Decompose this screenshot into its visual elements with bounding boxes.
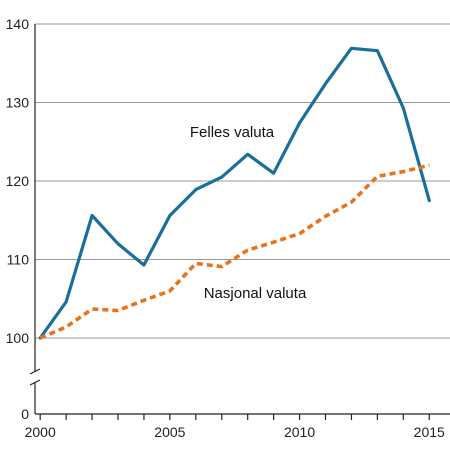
series-line-nasjonal-valuta (39, 163, 430, 340)
y-axis-break-mark-upper (29, 368, 41, 375)
labels: 2000 2005 2010 2015 0 100 110 120 130 140 Felles v… (6, 16, 445, 440)
grid-lines (35, 23, 450, 339)
y-tick-label: 140 (6, 16, 30, 32)
axes (29, 24, 450, 420)
y-tick-label: 100 (6, 330, 30, 346)
series-label: Nasjonal valuta (204, 285, 307, 302)
y-tick-label: 0 (21, 406, 29, 422)
x-tick-label: 2005 (154, 424, 185, 440)
x-tick-label: 2000 (25, 424, 56, 440)
series-label: Felles valuta (190, 124, 275, 141)
x-tick-label: 2015 (414, 424, 445, 440)
x-tick-label: 2010 (284, 424, 315, 440)
y-tick-label: 130 (6, 95, 30, 111)
series-lines (38, 46, 431, 340)
y-tick-label: 110 (7, 252, 30, 268)
y-axis-break-mark-lower (29, 379, 41, 386)
series-line-felles-valuta (38, 46, 431, 340)
y-tick-label: 120 (6, 173, 30, 189)
